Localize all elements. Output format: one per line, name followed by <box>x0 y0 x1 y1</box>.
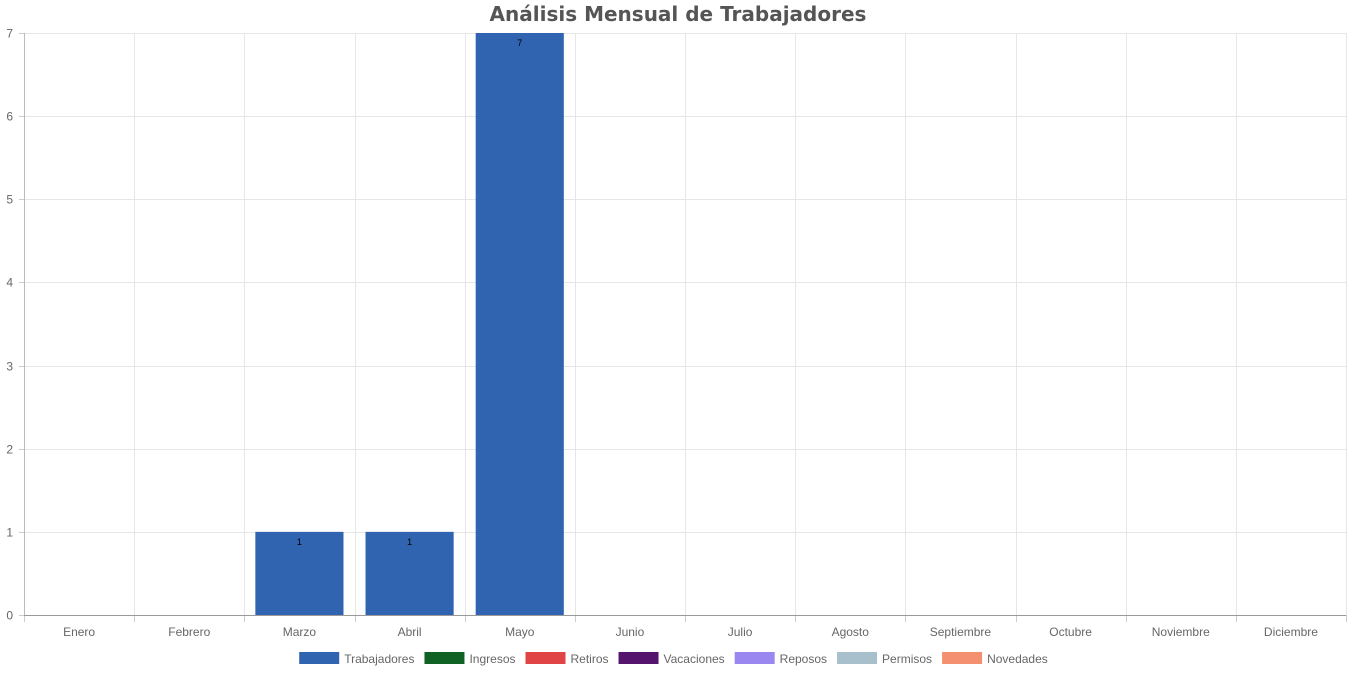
data-label: 1 <box>407 537 412 547</box>
y-tick-label: 5 <box>6 193 13 207</box>
legend-swatch[interactable] <box>299 652 340 664</box>
y-tick-label: 7 <box>6 27 13 41</box>
grid <box>24 33 1347 615</box>
x-tick-label: Abril <box>398 625 422 639</box>
bar-trabajadores-marzo[interactable] <box>255 531 344 615</box>
legend[interactable]: Trabajadores Ingresos Retiros Vacaciones Rep… <box>299 652 1048 666</box>
data-label: 7 <box>517 38 522 48</box>
legend-swatch[interactable] <box>525 652 566 664</box>
legend-swatch[interactable] <box>837 652 878 664</box>
x-tick-label: Junio <box>616 625 645 639</box>
legend-label: Retiros <box>571 652 609 666</box>
bars: 1 1 7 <box>255 33 564 615</box>
legend-label: Novedades <box>987 652 1048 666</box>
bar-trabajadores-abril[interactable] <box>365 531 454 615</box>
x-tick-label: Julio <box>728 625 753 639</box>
legend-swatch[interactable] <box>618 652 659 664</box>
x-tick-label: Diciembre <box>1264 625 1318 639</box>
legend-label: Ingresos <box>469 652 515 666</box>
legend-label: Permisos <box>882 652 932 666</box>
y-tick-label: 3 <box>6 360 13 374</box>
y-tick-label: 2 <box>6 443 13 457</box>
y-tick-label: 4 <box>6 276 13 290</box>
x-tick-label: Marzo <box>283 625 317 639</box>
y-tick-label: 0 <box>6 609 13 623</box>
legend-swatch[interactable] <box>424 652 465 664</box>
legend-label: Reposos <box>780 652 827 666</box>
axes: 0 1 2 3 4 5 6 7 Enero Febrero Marzo Abril Mayo Junio J… <box>6 27 1347 639</box>
x-tick-label: Mayo <box>505 625 535 639</box>
x-tick-label: Noviembre <box>1152 625 1210 639</box>
chart-title: Análisis Mensual de Trabajadores <box>490 2 867 26</box>
x-tick-label: Febrero <box>168 625 210 639</box>
x-tick-label: Agosto <box>832 625 870 639</box>
x-tick-label: Enero <box>63 625 95 639</box>
bar-trabajadores-mayo[interactable] <box>475 33 564 615</box>
legend-label: Vacaciones <box>664 652 725 666</box>
data-label: 1 <box>297 537 302 547</box>
legend-swatch[interactable] <box>942 652 983 664</box>
x-tick-label: Septiembre <box>930 625 992 639</box>
y-tick-label: 6 <box>6 110 13 124</box>
y-tick-label: 1 <box>6 526 13 540</box>
legend-swatch[interactable] <box>734 652 775 664</box>
legend-label: Trabajadores <box>344 652 414 666</box>
x-tick-label: Octubre <box>1049 625 1092 639</box>
